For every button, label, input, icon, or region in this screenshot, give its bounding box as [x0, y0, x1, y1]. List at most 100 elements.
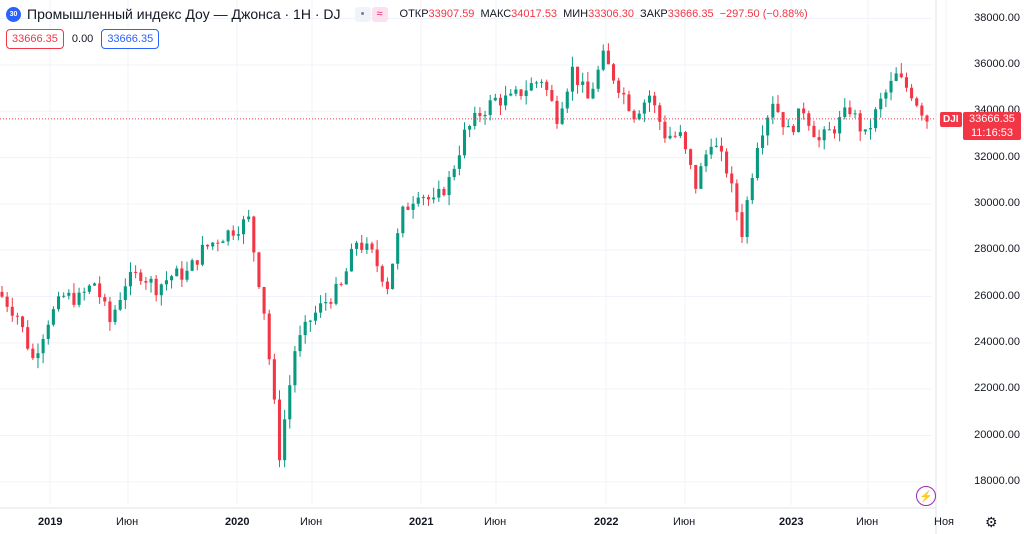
candle-body	[134, 271, 138, 273]
candle-body	[0, 291, 4, 297]
bolt-icon[interactable]: ⚡	[916, 486, 936, 506]
candle-body	[879, 98, 883, 110]
candle-body	[41, 338, 45, 354]
candle-body	[36, 353, 40, 359]
gear-icon[interactable]: ⚙	[985, 514, 998, 530]
candle-body	[884, 92, 888, 99]
candle-body	[370, 243, 374, 250]
close-label: ЗАКР	[639, 8, 668, 20]
candle-body	[175, 268, 179, 277]
candle-body	[832, 129, 837, 134]
x-tick-label: Июн	[484, 516, 507, 528]
y-tick-label: 36000.00	[974, 57, 1020, 70]
candle-body	[442, 188, 446, 196]
candle-body	[406, 206, 410, 210]
x-tick-label: Июн	[856, 516, 879, 528]
candle-body	[385, 281, 389, 289]
last-price-tag: 33666.35 11:16:53	[963, 111, 1021, 140]
candle-body	[62, 295, 66, 297]
candle-body	[848, 107, 852, 115]
candle-body	[391, 263, 395, 289]
candle-body	[293, 351, 297, 386]
candle-body	[432, 197, 436, 200]
low-value: 33306.30	[588, 8, 634, 20]
candle-body	[658, 105, 662, 122]
x-tick-label: 2022	[594, 516, 619, 528]
y-tick-label: 24000.00	[974, 335, 1020, 348]
x-tick-label: Июн	[300, 516, 323, 528]
candle-body	[411, 203, 415, 210]
candle-body	[791, 126, 795, 133]
candle-body	[462, 129, 467, 156]
candle-body	[10, 306, 14, 316]
candle-body	[504, 95, 508, 106]
candle-body	[493, 97, 497, 101]
candle-body	[344, 271, 348, 285]
open-value: 33907.59	[428, 8, 475, 20]
candle-body	[154, 278, 158, 296]
candle-body	[838, 117, 842, 134]
candle-body	[540, 81, 544, 83]
compare-button[interactable]: ≈	[371, 6, 388, 22]
candle-body	[355, 242, 359, 249]
candle-body	[31, 348, 35, 359]
index-logo: 30	[6, 6, 21, 22]
candle-body	[267, 313, 271, 360]
candle-body	[555, 100, 559, 124]
candle-body	[457, 155, 461, 169]
candle-body	[51, 309, 55, 325]
candle-body	[915, 98, 919, 106]
candle-body	[714, 145, 718, 147]
candle-body	[745, 200, 749, 238]
candle-body	[87, 285, 91, 292]
candle-body	[678, 132, 682, 136]
y-tick-label: 26000.00	[974, 289, 1020, 302]
sell-price-box[interactable]: 33666.35	[6, 29, 64, 49]
candle-body	[334, 283, 338, 304]
candle-body	[375, 249, 379, 267]
candle-body	[576, 66, 580, 85]
candle-body	[216, 242, 220, 244]
candle-body	[812, 125, 816, 138]
candle-body	[241, 219, 246, 235]
candle-body	[231, 230, 235, 236]
candle-body	[807, 113, 811, 126]
buy-price-box[interactable]: 33666.35	[101, 29, 160, 49]
candle-body	[817, 137, 821, 141]
candle-body	[894, 73, 898, 81]
candle-body	[868, 128, 873, 130]
candle-body	[529, 83, 533, 91]
candle-body	[180, 268, 184, 280]
candle-body	[272, 359, 276, 400]
candle-body	[699, 166, 703, 189]
candle-body	[822, 129, 826, 141]
candle-body	[437, 188, 441, 198]
high-value: 34017.53	[511, 8, 558, 20]
candle-body	[730, 173, 734, 184]
candle-body	[704, 154, 708, 167]
candle-body	[103, 297, 107, 302]
candle-body	[190, 260, 194, 271]
candle-body	[195, 260, 199, 265]
candle-body	[611, 64, 616, 81]
candle-body	[5, 296, 9, 307]
open-label: ОТКР	[399, 8, 429, 20]
candle-body	[565, 91, 569, 109]
candle-body	[750, 178, 754, 201]
candle-body	[550, 89, 554, 101]
bar-countdown: 11:16:53	[970, 126, 1013, 139]
y-tick-label: 38000.00	[974, 11, 1020, 24]
hide-indicator-button[interactable]: •	[354, 6, 371, 22]
candle-body	[123, 286, 127, 301]
symbol-title[interactable]: Промышленный индекс Доу — Джонса · 1Н · …	[27, 6, 341, 22]
y-tick-label: 20000.00	[974, 428, 1020, 441]
candle-body	[755, 147, 759, 179]
trade-row: 33666.35 0.00 33666.35	[6, 29, 160, 49]
x-tick-label: 2023	[779, 516, 804, 528]
y-tick-label: 18000.00	[974, 474, 1020, 487]
candle-body	[144, 281, 148, 283]
candle-body	[211, 242, 215, 247]
candle-body	[498, 97, 503, 106]
candle-body	[802, 108, 806, 114]
